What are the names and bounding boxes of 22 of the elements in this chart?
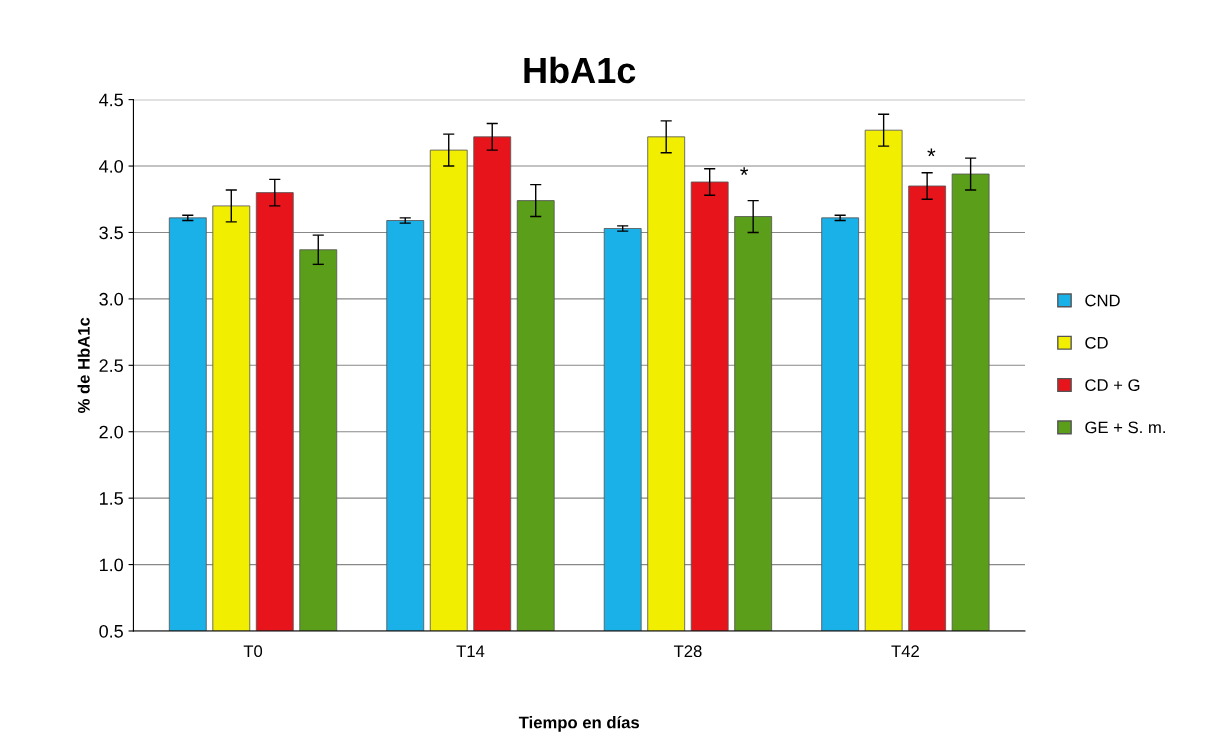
- legend-label: CD: [1085, 336, 1108, 349]
- y-tick-label: 3.5: [99, 226, 123, 240]
- legend-label: CND: [1085, 294, 1120, 307]
- y-tick-label: 0.5: [99, 624, 123, 638]
- x-axis-title: Tiempo en días: [518, 715, 640, 732]
- x-tick-label: T14: [456, 645, 485, 657]
- chart-title: HbA1c: [524, 56, 636, 84]
- x-tick-label: T28: [673, 645, 702, 658]
- y-tick-label: 2.0: [99, 425, 123, 439]
- annotation: *: [927, 148, 936, 157]
- x-tick-label: T0: [243, 645, 263, 658]
- y-axis-title: % de HbA1c: [77, 317, 90, 414]
- annotation: *: [740, 167, 749, 175]
- legend-label: CD + G: [1085, 379, 1140, 391]
- y-tick-label: 2.5: [99, 359, 123, 373]
- y-tick-label: 4.0: [99, 159, 123, 173]
- y-tick-label: 4.5: [99, 93, 123, 107]
- legend-label: GE + S. m.: [1085, 421, 1165, 434]
- y-tick-label: 3.0: [99, 292, 123, 306]
- x-tick-label: T42: [891, 645, 919, 657]
- y-tick-label: 1.0: [99, 558, 123, 572]
- y-tick-label: 1.5: [99, 492, 123, 505]
